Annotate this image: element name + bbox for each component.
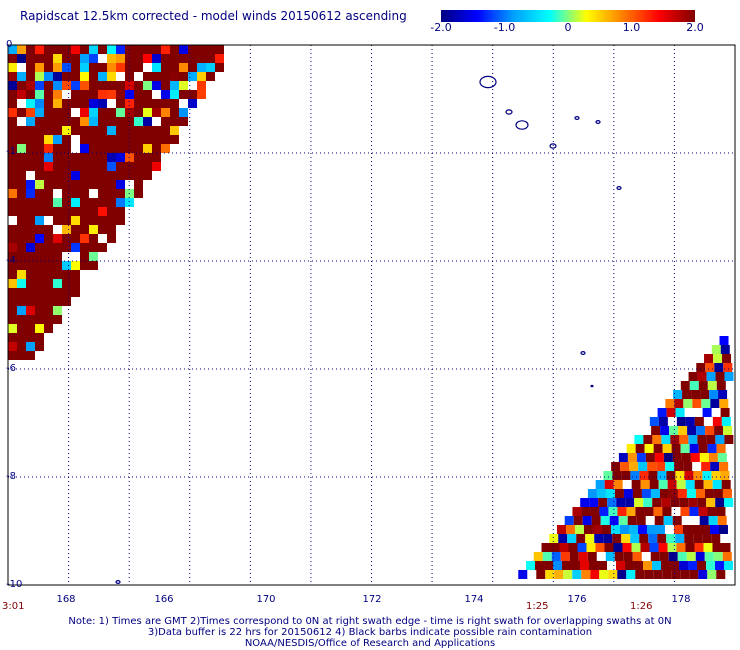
- longitude-tick-label: 176: [567, 594, 586, 605]
- swath-time-label: 3:01: [2, 601, 24, 612]
- latitude-tick-label: -8: [6, 471, 16, 482]
- time-labels: 3:01 1:25 1:26: [2, 601, 652, 612]
- latitude-tick-label: -1: [6, 146, 16, 157]
- longitude-tick-label: 174: [464, 594, 483, 605]
- map-frame: [7, 44, 736, 586]
- latitude-tick-label: -10: [6, 579, 22, 590]
- longitude-labels: 168 166 170 172 174 176 178: [56, 594, 690, 605]
- colorbar-tick-label: -2.0: [430, 21, 452, 34]
- latitude-labels: 0 -1 -4 -6 -8 -10: [6, 39, 22, 590]
- swath-time-label: 1:26: [630, 601, 652, 612]
- colorbar-tick-label: 0: [564, 21, 572, 34]
- wind-difference-cells: [8, 45, 734, 579]
- island-coastlines: [115, 75, 622, 584]
- credit-line: NOAA/NESDIS/Office of Research and Appli…: [244, 638, 496, 649]
- longitude-tick-label: 178: [671, 594, 690, 605]
- colorbar: [441, 10, 695, 22]
- latitude-tick-label: 0: [6, 39, 12, 50]
- latitude-tick-label: -4: [6, 255, 16, 266]
- note-line-1: Note: 1) Times are GMT 2)Times correspon…: [68, 616, 672, 627]
- colorbar-tick-label: 1.0: [622, 21, 641, 34]
- colorbar-tick-label: 2.0: [686, 21, 704, 34]
- longitude-tick-label: 172: [362, 594, 381, 605]
- latitude-tick-label: -6: [6, 363, 16, 374]
- longitude-tick-label: 168: [56, 594, 75, 605]
- longitude-tick-label: 170: [256, 594, 275, 605]
- colorbar-tick-label: -1.0: [493, 21, 516, 34]
- longitude-tick-label: 166: [154, 594, 173, 605]
- note-line-2: 3)Data buffer is 22 hrs for 20150612 4) …: [147, 627, 593, 638]
- map-title: Rapidscat 12.5km corrected - model winds…: [20, 9, 407, 23]
- swath-time-label: 1:25: [526, 601, 548, 612]
